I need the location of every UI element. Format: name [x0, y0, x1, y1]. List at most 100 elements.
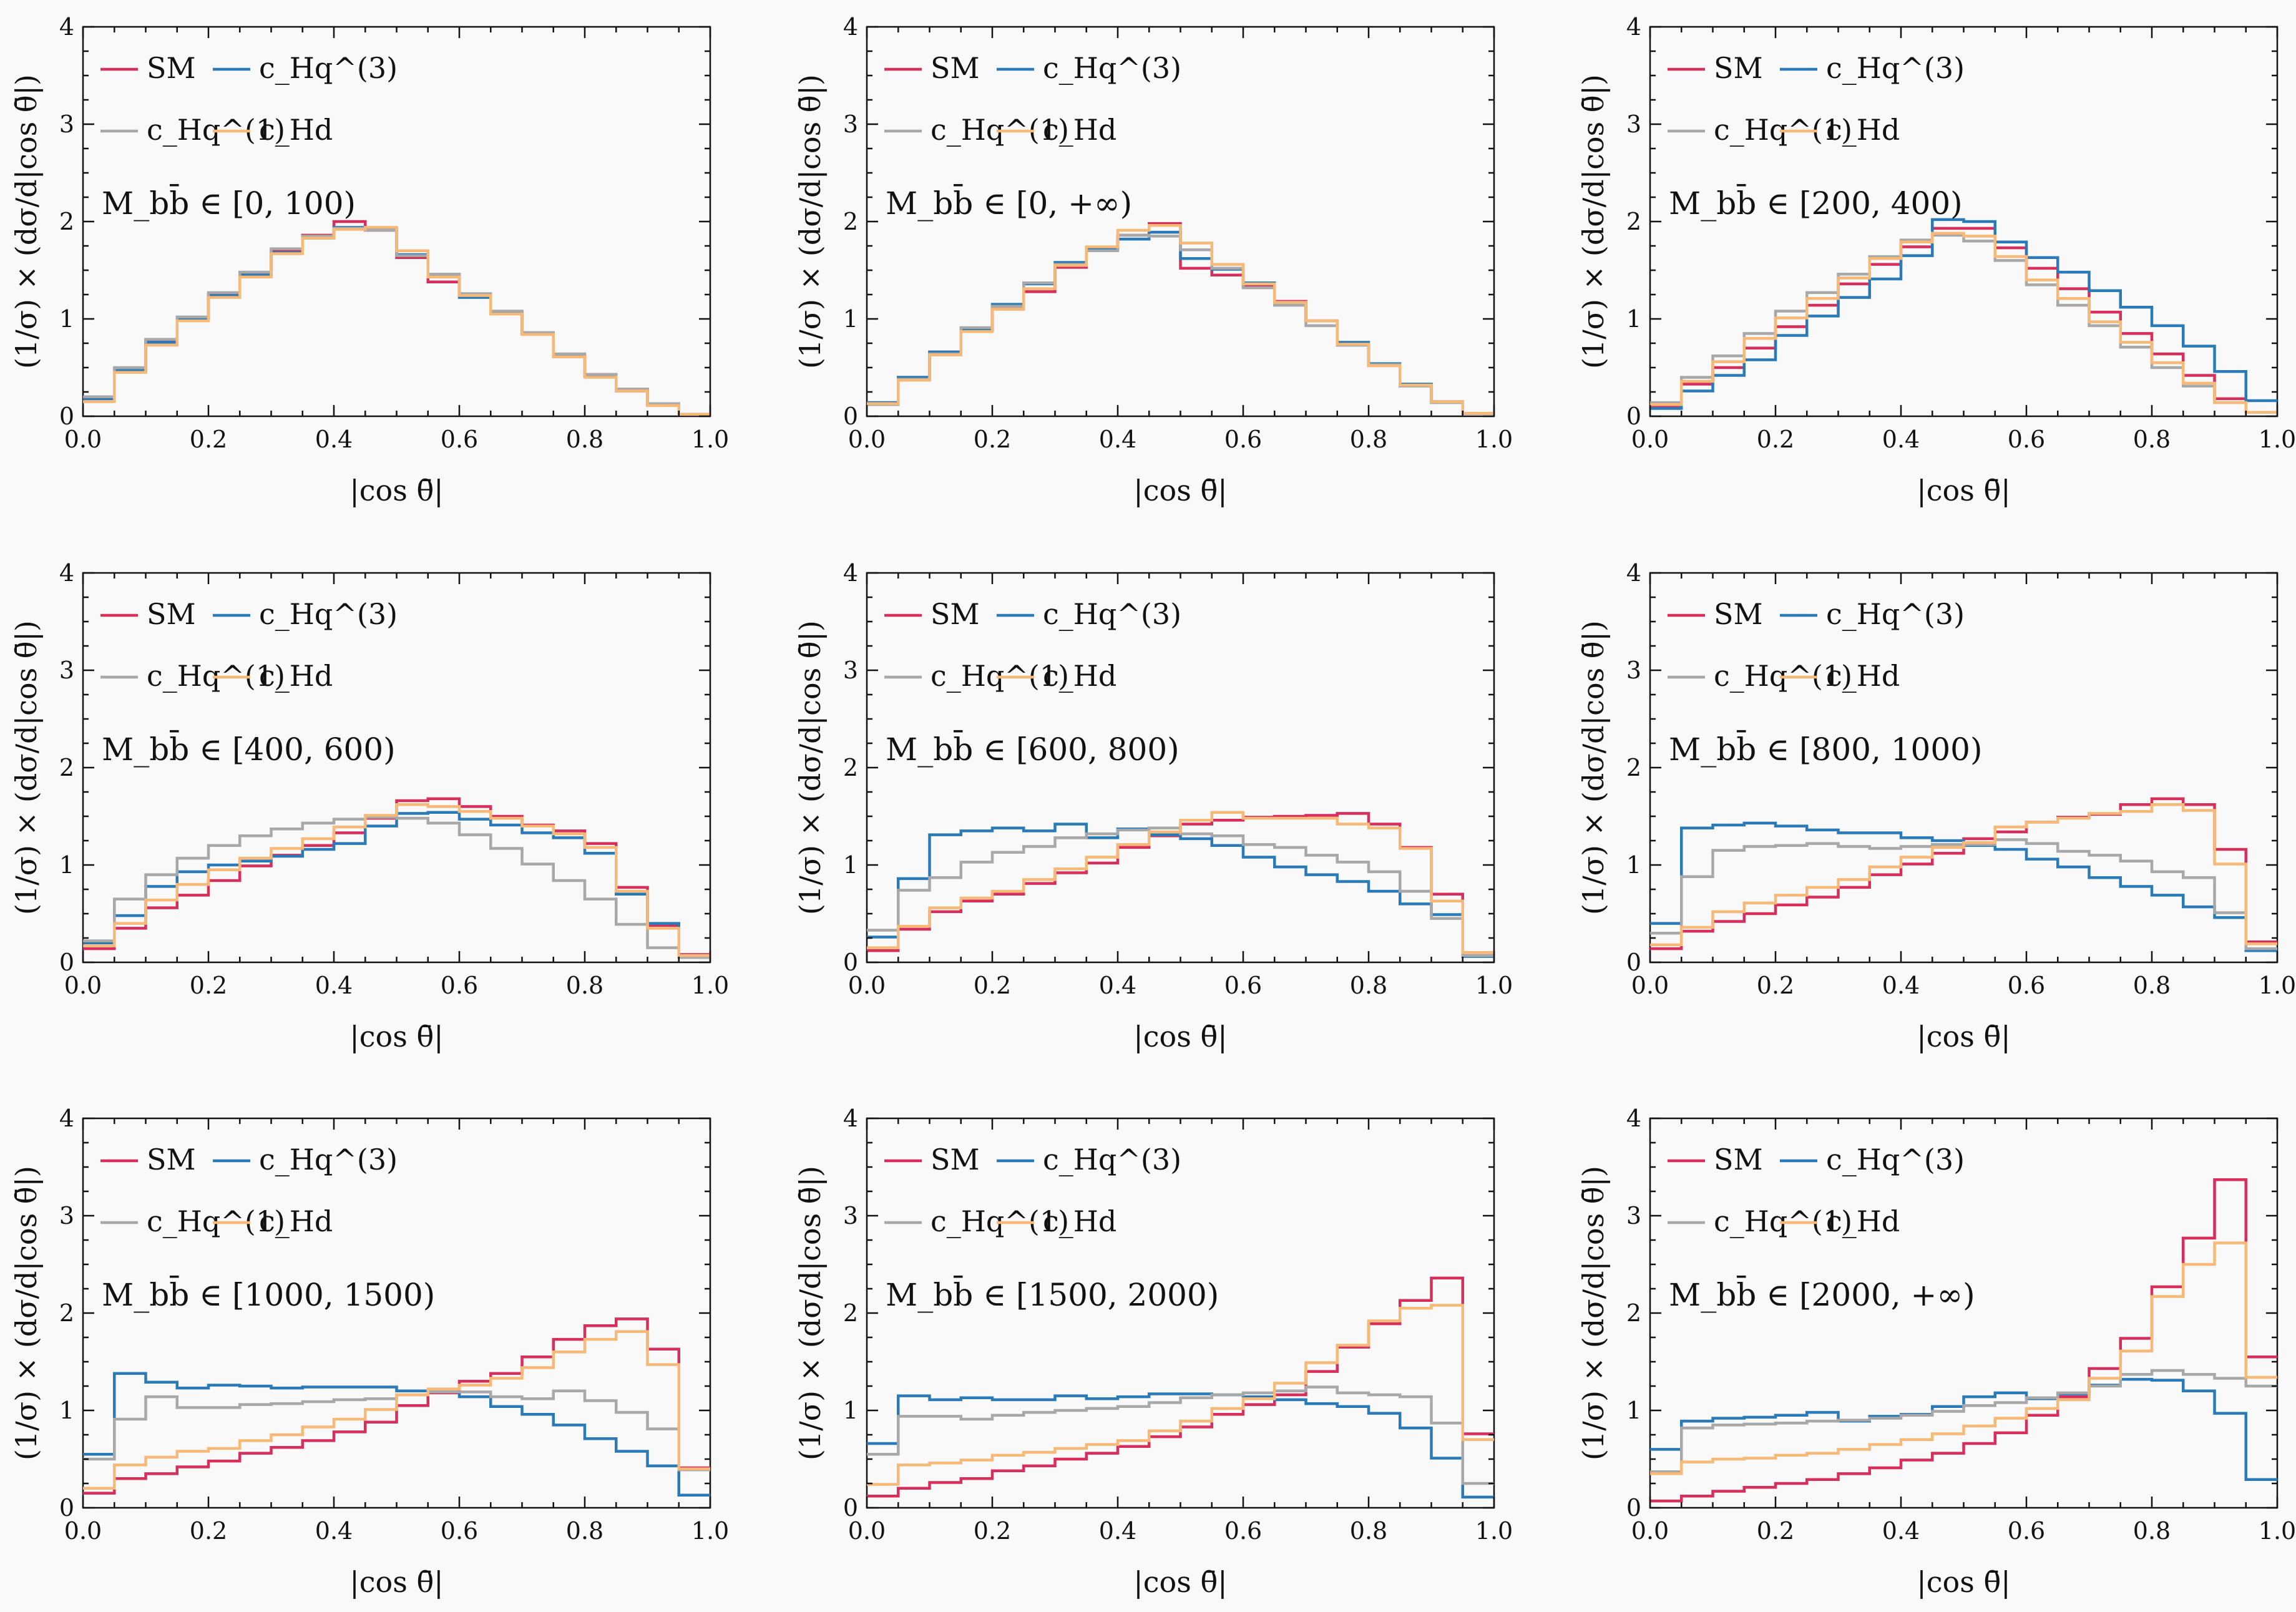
y-tick-label: 3 — [843, 657, 858, 684]
x-tick-label: 0.6 — [441, 972, 478, 999]
y-tick-label: 3 — [843, 110, 858, 138]
x-tick-label: 0.2 — [190, 972, 227, 999]
x-tick-label: 0.0 — [64, 1517, 102, 1545]
series-c-hq3-line — [867, 1392, 1494, 1499]
legend-label-sm: SM — [1714, 1143, 1763, 1176]
y-tick-label: 4 — [1626, 559, 1641, 587]
x-tick-label: 0.6 — [441, 426, 478, 453]
mass-range-annotation: M_bb̄ ∈ [0, 100) — [102, 183, 356, 222]
mass-range-annotation: M_bb̄ ∈ [1000, 1500) — [102, 1275, 435, 1313]
y-tick-label: 3 — [1626, 110, 1641, 138]
y-tick-label: 0 — [843, 403, 858, 430]
x-axis-label: |cos θ̄| — [1133, 474, 1227, 507]
x-tick-label: 0.2 — [1757, 972, 1794, 999]
plot-area — [82, 1117, 711, 1509]
y-tick-label: 0 — [843, 1494, 858, 1522]
legend-label-c-hq3: c_Hq^(3) — [1826, 51, 1965, 85]
x-tick-label: 0.8 — [1350, 426, 1387, 453]
series-c-hd-line — [83, 1330, 710, 1490]
panel: 0.0 0.2 0.4 0.6 0.8 1.0 0 1 2 3 4 |cos θ̄| (1/σ) × (… — [9, 1105, 729, 1599]
y-tick-label: 0 — [1626, 403, 1641, 430]
series-c-hd-line — [83, 226, 710, 416]
x-tick-label: 0.6 — [2008, 972, 2045, 999]
y-tick-label: 0 — [59, 949, 74, 976]
legend-label-c-hq3: c_Hq^(3) — [259, 1143, 398, 1176]
x-tick-label: 0.0 — [1631, 1517, 1669, 1545]
plot-area — [82, 26, 711, 418]
x-axis-label: |cos θ̄| — [1917, 474, 2010, 507]
y-tick-label: 1 — [843, 1397, 858, 1424]
y-tick-label: 4 — [1626, 13, 1641, 41]
x-tick-label: 0.2 — [974, 426, 1011, 453]
legend-label-c-hd: c_Hd — [259, 1204, 333, 1238]
x-tick-label: 0.4 — [1099, 426, 1136, 453]
panel: 0.0 0.2 0.4 0.6 0.8 1.0 0 1 2 3 4 |cos θ̄| (1/σ) × (… — [793, 559, 1513, 1053]
x-axis-label: |cos θ̄| — [1917, 1020, 2010, 1053]
x-tick-label: 0.6 — [441, 1517, 478, 1545]
y-tick-label: 4 — [843, 559, 858, 587]
series-sm-line — [83, 1317, 710, 1495]
x-tick-label: 0.0 — [64, 426, 102, 453]
series-c-hq1-line — [1650, 233, 2277, 414]
legend-label-c-hq3: c_Hq^(3) — [1043, 1143, 1181, 1176]
x-tick-label: 1.0 — [691, 426, 729, 453]
legend-label-sm: SM — [147, 1143, 196, 1176]
y-tick-label: 2 — [843, 754, 858, 781]
x-tick-label: 0.0 — [64, 972, 102, 999]
y-tick-label: 4 — [59, 1105, 74, 1132]
y-axis-label: (1/σ) × (dσ/d|cos θ̄|) — [9, 1166, 43, 1460]
x-tick-label: 0.0 — [1631, 426, 1669, 453]
legend-label-c-hd: c_Hd — [1043, 1204, 1116, 1238]
x-tick-label: 0.2 — [974, 1517, 1011, 1545]
x-tick-label: 0.8 — [1350, 972, 1387, 999]
y-tick-label: 0 — [59, 403, 74, 430]
panel: 0.0 0.2 0.4 0.6 0.8 1.0 0 1 2 3 4 |cos θ̄| (1/σ) × (… — [9, 13, 729, 507]
legend-label-c-hq3: c_Hq^(3) — [1043, 597, 1181, 631]
legend-label-c-hq3: c_Hq^(3) — [259, 597, 398, 631]
y-tick-label: 2 — [1626, 1299, 1641, 1327]
x-tick-label: 0.4 — [315, 426, 353, 453]
legend-label-c-hd: c_Hd — [259, 113, 333, 147]
x-tick-label: 1.0 — [2259, 1517, 2296, 1545]
y-tick-label: 4 — [1626, 1105, 1641, 1132]
x-tick-label: 0.0 — [848, 972, 886, 999]
mass-range-annotation: M_bb̄ ∈ [2000, +∞) — [1669, 1275, 1975, 1313]
series-c-hd-line — [867, 1304, 1494, 1486]
panel: 0.0 0.2 0.4 0.6 0.8 1.0 0 1 2 3 4 |cos θ̄| (1/σ) × (… — [9, 559, 729, 1053]
y-axis-label: (1/σ) × (dσ/d|cos θ̄|) — [793, 74, 827, 369]
y-tick-label: 0 — [843, 949, 858, 976]
x-axis-label: |cos θ̄| — [1917, 1565, 2010, 1599]
x-tick-label: 0.4 — [1099, 1517, 1136, 1545]
y-tick-label: 3 — [843, 1202, 858, 1229]
x-axis-label: |cos θ̄| — [1133, 1565, 1227, 1599]
x-tick-label: 0.8 — [566, 1517, 603, 1545]
mass-range-annotation: M_bb̄ ∈ [800, 1000) — [1669, 730, 1983, 768]
series-c-hq1-line — [1650, 1369, 2277, 1473]
x-tick-label: 0.2 — [190, 1517, 227, 1545]
x-tick-label: 1.0 — [1475, 426, 1513, 453]
y-tick-label: 3 — [59, 1202, 74, 1229]
series-c-hd-line — [1650, 1241, 2277, 1475]
y-tick-label: 4 — [59, 13, 74, 41]
y-tick-label: 3 — [1626, 657, 1641, 684]
series-c-hd-line — [1650, 232, 2277, 414]
series-c-hq3-line — [83, 811, 710, 957]
legend-label-c-hq3: c_Hq^(3) — [1826, 1143, 1965, 1176]
x-tick-label: 0.4 — [315, 1517, 353, 1545]
y-axis-label: (1/σ) × (dσ/d|cos θ̄|) — [9, 620, 43, 915]
y-tick-label: 0 — [1626, 949, 1641, 976]
y-tick-label: 2 — [59, 1299, 74, 1327]
legend-label-sm: SM — [1714, 51, 1763, 85]
y-tick-label: 1 — [843, 851, 858, 879]
plot-area — [82, 572, 711, 964]
panel: 0.0 0.2 0.4 0.6 0.8 1.0 0 1 2 3 4 |cos θ̄| (1/σ) × (… — [793, 13, 1513, 507]
x-tick-label: 0.6 — [1224, 972, 1262, 999]
series-c-hd-line — [83, 803, 710, 957]
legend-label-c-hq3: c_Hq^(3) — [259, 51, 398, 85]
y-tick-label: 0 — [1626, 1494, 1641, 1522]
series-c-hq3-line — [83, 1372, 710, 1497]
mass-range-annotation: M_bb̄ ∈ [0, +∞) — [886, 183, 1132, 222]
plot-area — [1649, 572, 2279, 964]
legend-label-c-hq3: c_Hq^(3) — [1826, 597, 1965, 631]
